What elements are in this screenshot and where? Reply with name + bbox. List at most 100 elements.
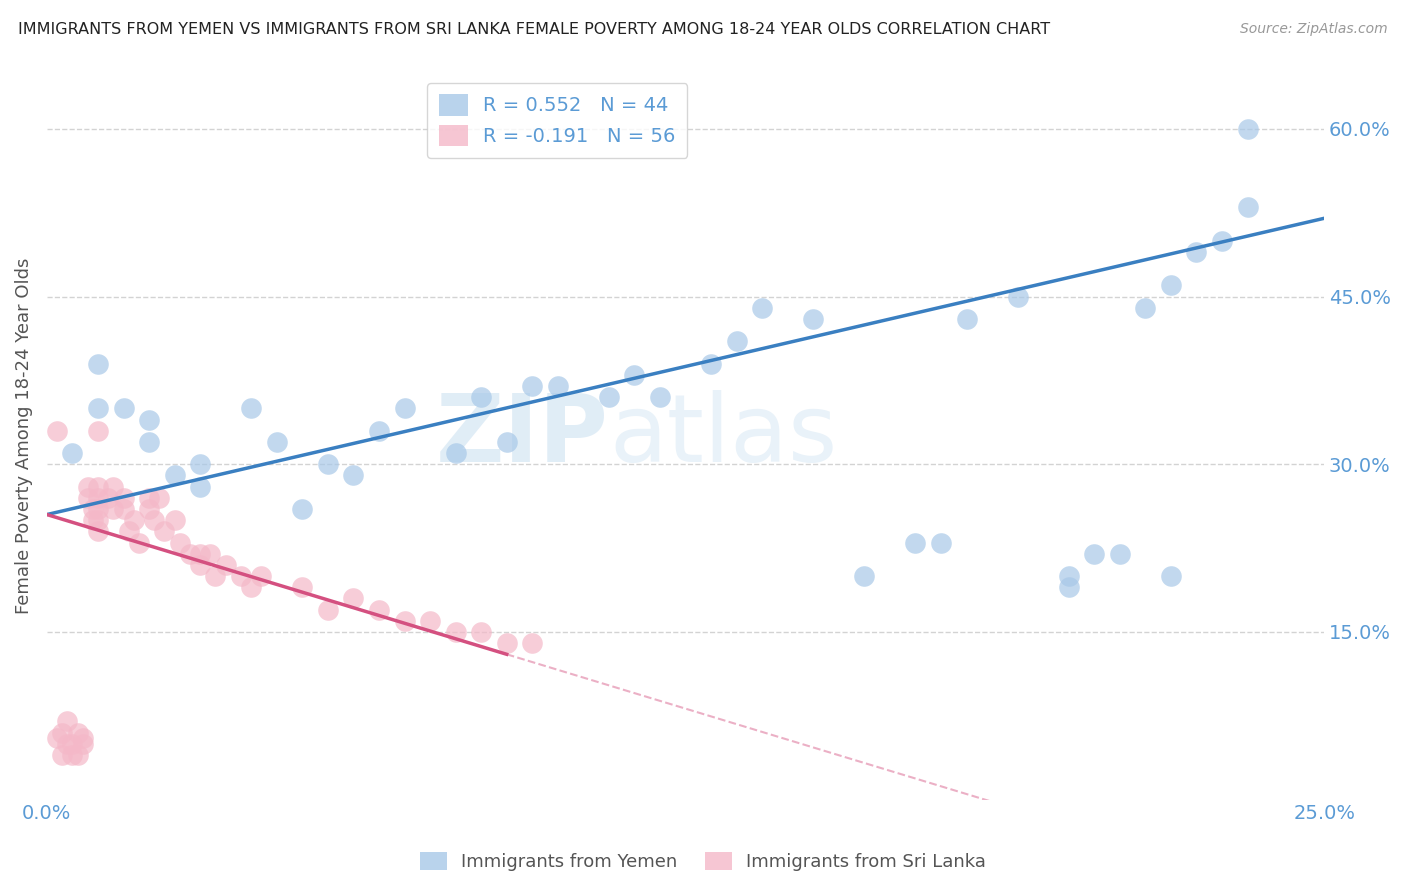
Point	[1160, 569, 1182, 583]
Point	[291, 502, 314, 516]
Point	[87, 524, 110, 539]
Point	[122, 513, 145, 527]
Point	[929, 535, 952, 549]
Point	[46, 424, 69, 438]
Point	[46, 731, 69, 746]
Point	[291, 580, 314, 594]
Point	[112, 401, 135, 416]
Point	[138, 434, 160, 449]
Point	[955, 312, 977, 326]
Point	[66, 725, 89, 739]
Point	[1108, 547, 1130, 561]
Point	[76, 480, 98, 494]
Point	[444, 624, 467, 639]
Point	[148, 491, 170, 505]
Point	[316, 457, 339, 471]
Point	[103, 502, 125, 516]
Legend: R = 0.552   N = 44, R = -0.191   N = 56: R = 0.552 N = 44, R = -0.191 N = 56	[427, 83, 688, 158]
Point	[522, 636, 544, 650]
Legend: Immigrants from Yemen, Immigrants from Sri Lanka: Immigrants from Yemen, Immigrants from S…	[412, 845, 994, 879]
Point	[72, 731, 94, 746]
Point	[368, 602, 391, 616]
Point	[138, 502, 160, 516]
Point	[138, 412, 160, 426]
Point	[240, 401, 263, 416]
Point	[1057, 580, 1080, 594]
Point	[470, 624, 492, 639]
Point	[725, 334, 748, 349]
Point	[51, 725, 73, 739]
Y-axis label: Female Poverty Among 18-24 Year Olds: Female Poverty Among 18-24 Year Olds	[15, 258, 32, 615]
Point	[188, 457, 211, 471]
Point	[97, 491, 120, 505]
Point	[87, 480, 110, 494]
Point	[250, 569, 273, 583]
Point	[82, 502, 104, 516]
Text: ZIP: ZIP	[436, 391, 609, 483]
Point	[1236, 121, 1258, 136]
Point	[163, 468, 186, 483]
Point	[87, 513, 110, 527]
Point	[56, 714, 79, 729]
Point	[368, 424, 391, 438]
Point	[904, 535, 927, 549]
Point	[394, 614, 416, 628]
Point	[1185, 244, 1208, 259]
Text: atlas: atlas	[609, 391, 837, 483]
Point	[169, 535, 191, 549]
Point	[188, 480, 211, 494]
Point	[342, 468, 364, 483]
Point	[1057, 569, 1080, 583]
Point	[1007, 289, 1029, 303]
Point	[128, 535, 150, 549]
Point	[598, 390, 620, 404]
Point	[87, 357, 110, 371]
Point	[82, 513, 104, 527]
Point	[112, 502, 135, 516]
Text: Source: ZipAtlas.com: Source: ZipAtlas.com	[1240, 22, 1388, 37]
Point	[1160, 278, 1182, 293]
Point	[143, 513, 166, 527]
Point	[62, 446, 84, 460]
Point	[547, 379, 569, 393]
Point	[87, 424, 110, 438]
Point	[76, 491, 98, 505]
Point	[138, 491, 160, 505]
Point	[200, 547, 222, 561]
Point	[112, 491, 135, 505]
Point	[1236, 200, 1258, 214]
Point	[188, 558, 211, 572]
Point	[153, 524, 176, 539]
Point	[215, 558, 238, 572]
Point	[751, 301, 773, 315]
Point	[240, 580, 263, 594]
Point	[316, 602, 339, 616]
Point	[103, 480, 125, 494]
Point	[419, 614, 441, 628]
Point	[66, 747, 89, 762]
Point	[51, 747, 73, 762]
Point	[1135, 301, 1157, 315]
Point	[470, 390, 492, 404]
Point	[266, 434, 288, 449]
Point	[648, 390, 671, 404]
Point	[87, 502, 110, 516]
Point	[1083, 547, 1105, 561]
Point	[188, 547, 211, 561]
Point	[117, 524, 139, 539]
Point	[522, 379, 544, 393]
Point	[72, 737, 94, 751]
Point	[700, 357, 723, 371]
Point	[495, 636, 517, 650]
Point	[62, 747, 84, 762]
Point	[56, 737, 79, 751]
Point	[853, 569, 876, 583]
Point	[87, 401, 110, 416]
Point	[163, 513, 186, 527]
Point	[229, 569, 252, 583]
Point	[342, 591, 364, 606]
Point	[62, 737, 84, 751]
Point	[1211, 234, 1233, 248]
Point	[444, 446, 467, 460]
Point	[394, 401, 416, 416]
